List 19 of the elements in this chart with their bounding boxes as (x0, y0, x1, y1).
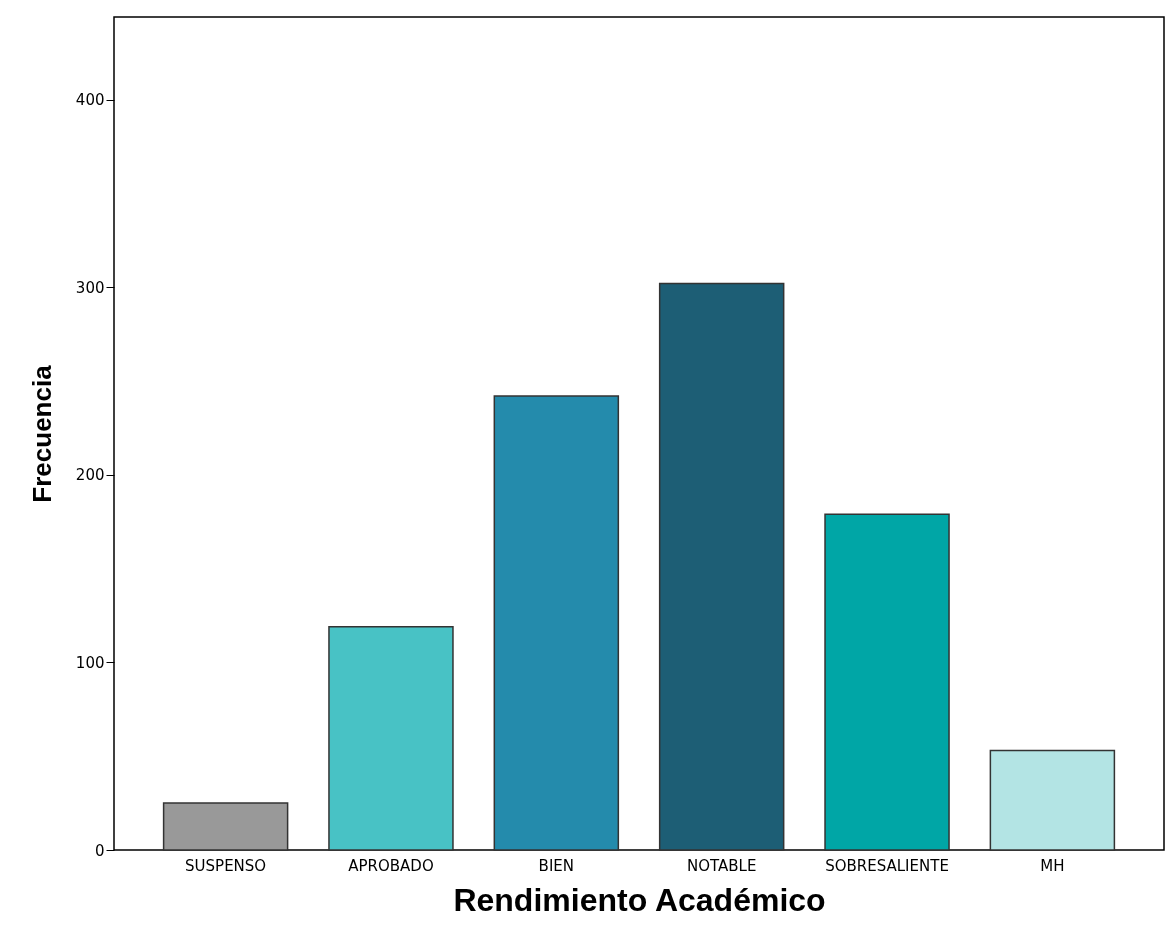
bar (162, 802, 289, 851)
bar (989, 749, 1116, 851)
y-axis-title: Frecuencia (26, 364, 57, 503)
bar (658, 282, 785, 851)
x-tick-label: SUSPENSO (185, 856, 267, 875)
y-tick-label: 0 (94, 841, 105, 860)
x-axis-title: Rendimiento Académico (453, 881, 826, 918)
y-tick-label: 300 (75, 278, 105, 297)
x-tick-label: NOTABLE (686, 856, 757, 875)
x-tick-label: SOBRESALIENTE (825, 856, 949, 875)
bar (824, 513, 950, 851)
x-tick-label: APROBADO (348, 856, 434, 875)
bar (493, 395, 620, 851)
y-tick-label: 200 (75, 466, 105, 485)
y-tick-label: 400 (75, 91, 105, 110)
x-tick-label: MH (1040, 856, 1065, 875)
x-tick-label: BIEN (538, 856, 575, 875)
bar (328, 625, 454, 851)
y-tick-label: 100 (75, 653, 105, 672)
